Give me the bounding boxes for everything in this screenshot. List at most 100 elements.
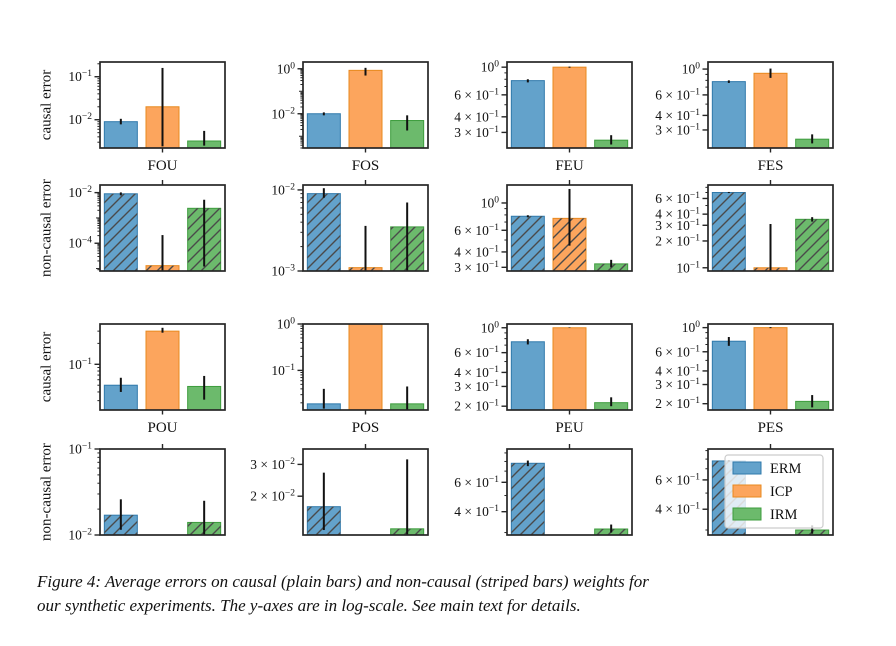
ytick-label: 100 — [481, 195, 500, 210]
ytick-label: 3 × 10−1 — [454, 379, 499, 394]
panel-PEU-noncausal: 6 × 10−1 4 × 10−1 — [454, 444, 633, 536]
ytick-label: 3 × 10−1 — [454, 260, 499, 275]
bar-hatch-ERM — [511, 463, 545, 535]
panel-POU-noncausal: 10−1 10−2 — [68, 442, 226, 543]
xtick-label-POU: POU — [147, 420, 177, 436]
ytick-label: 3 × 10−1 — [655, 122, 700, 137]
xtick-label-FES: FES — [758, 158, 784, 174]
ytick-label: 4 × 10−1 — [655, 502, 700, 517]
ytick-label: 4 × 10−1 — [454, 109, 499, 124]
ytick-label: 2 × 10−2 — [250, 489, 295, 504]
bar-ICP — [753, 327, 788, 411]
legend-label-erm: ERM — [770, 461, 802, 477]
caption-line-2: our synthetic experiments. The y-axes ar… — [37, 595, 581, 615]
ytick-label: 10−1 — [271, 363, 295, 378]
bar-ERM — [711, 340, 746, 411]
bar-ICP — [145, 330, 180, 411]
ytick-label: 10−2 — [68, 112, 92, 127]
panel-FOU-noncausal: 10−2 10−4 — [68, 180, 226, 272]
ytick-label: 100 — [277, 61, 296, 76]
ytick-label: 6 × 10−1 — [655, 472, 700, 487]
ytick-label: 4 × 10−1 — [655, 363, 700, 378]
legend: ERM ICP IRM — [724, 454, 824, 529]
panel-PEU-causal: 100 6 × 10−1 4 × 10−13 × 10−1 2 × 10−1 PEU — [454, 320, 633, 436]
legend-label-irm: IRM — [770, 507, 798, 523]
y-axis-label: causal error — [38, 331, 55, 403]
ytick-label: 6 × 10−1 — [454, 87, 499, 102]
panel-PES-noncausal: 6 × 10−1 4 × 10−1 ERM ICP IRM — [655, 444, 834, 536]
legend-swatch-irm — [732, 507, 762, 521]
panel-FES-causal: 100 6 × 10−1 4 × 10−13 × 10−1 FES — [655, 61, 834, 174]
bar-ERM — [510, 341, 545, 411]
bar-hatch-ERM — [307, 193, 341, 271]
bar-ERM — [711, 81, 746, 149]
ytick-label: 10−2 — [271, 106, 295, 121]
bar-ICP — [348, 323, 383, 411]
panel-FEU-causal: 100 6 × 10−1 4 × 10−13 × 10−1 FEU — [454, 60, 633, 174]
ytick-label: 4 × 10−1 — [454, 244, 499, 259]
panel-FES-noncausal: 6 × 10−14 × 10−13 × 10−12 × 10−1 10−1 — [655, 180, 834, 275]
ytick-label: 10−2 — [271, 182, 295, 197]
legend-label-icp: ICP — [770, 484, 793, 500]
bar-ERM — [306, 113, 341, 149]
ytick-label: 4 × 10−1 — [655, 108, 700, 123]
figure-grid: 10−1 10−2 FOU causal error 100 10−2 FOS 100 6 × … — [38, 60, 834, 543]
xtick-label-FEU: FEU — [555, 158, 584, 174]
ytick-label: 10−1 — [676, 260, 700, 275]
ytick-label: 3 × 10−1 — [454, 125, 499, 140]
ytick-label: 10−1 — [68, 357, 92, 372]
ytick-label: 10−2 — [68, 528, 92, 543]
ytick-label: 100 — [682, 62, 701, 77]
ytick-label: 10−2 — [68, 185, 92, 200]
ytick-label: 100 — [682, 320, 701, 335]
bar-hatch-ERM — [511, 216, 545, 271]
ytick-label: 100 — [481, 60, 500, 75]
ytick-label: 6 × 10−1 — [655, 87, 700, 102]
y-axis-label: causal error — [38, 69, 55, 141]
bar-hatch-IRM — [594, 263, 628, 271]
y-axis-label: non-causal error — [38, 443, 55, 541]
bar-ICP — [753, 72, 788, 149]
panel-PES-causal: 100 6 × 10−1 4 × 10−13 × 10−1 2 × 10−1 PES — [655, 320, 834, 436]
ytick-label: 4 × 10−1 — [454, 365, 499, 380]
ytick-label: 100 — [277, 317, 296, 332]
bar-hatch-IRM — [795, 219, 829, 271]
ytick-label: 10−3 — [271, 264, 295, 279]
ytick-label: 2 × 10−1 — [655, 396, 700, 411]
ytick-label: 2 × 10−1 — [655, 233, 700, 248]
xtick-label-FOU: FOU — [147, 158, 177, 174]
bar-hatch-ERM — [104, 193, 138, 271]
figure-caption: Figure 4: Average errors on causal (plai… — [37, 570, 837, 617]
ytick-label: 6 × 10−1 — [454, 345, 499, 360]
bar-ICP — [348, 69, 383, 149]
legend-swatch-icp — [732, 484, 762, 498]
xtick-label-POS: POS — [352, 420, 380, 436]
ytick-label: 3 × 10−1 — [655, 218, 700, 233]
ytick-label: 6 × 10−1 — [655, 344, 700, 359]
bar-ERM — [103, 121, 138, 149]
panel-POU-causal: 10−1 POU — [68, 323, 226, 436]
ytick-label: 6 × 10−1 — [655, 191, 700, 206]
ytick-label: 100 — [481, 320, 500, 335]
ytick-label: 3 × 10−2 — [250, 457, 295, 472]
xtick-label-PES: PES — [758, 420, 784, 436]
ytick-label: 6 × 10−1 — [454, 223, 499, 238]
ytick-label: 6 × 10−1 — [454, 475, 499, 490]
panel-POS-causal: 100 10−1 POS — [271, 317, 429, 436]
ytick-label: 4 × 10−1 — [655, 207, 700, 222]
panel-FOU-causal: 10−1 10−2 FOU — [68, 61, 226, 174]
legend-swatch-erm — [732, 461, 762, 475]
bar-ERM — [510, 80, 545, 149]
ytick-label: 10−4 — [68, 236, 92, 251]
caption-line-1: Figure 4: Average errors on causal (plai… — [37, 572, 649, 591]
panel-FOS-causal: 100 10−2 FOS — [271, 61, 429, 174]
y-axis-label: non-causal error — [38, 179, 55, 277]
panel-FOS-noncausal: 10−2 10−3 — [271, 180, 429, 279]
ytick-label: 10−1 — [68, 442, 92, 457]
ytick-label: 4 × 10−1 — [454, 504, 499, 519]
bar-ICP — [552, 66, 587, 149]
bar-hatch-ERM — [712, 192, 746, 271]
ytick-label: 2 × 10−1 — [454, 399, 499, 414]
bar-ICP — [552, 327, 587, 411]
